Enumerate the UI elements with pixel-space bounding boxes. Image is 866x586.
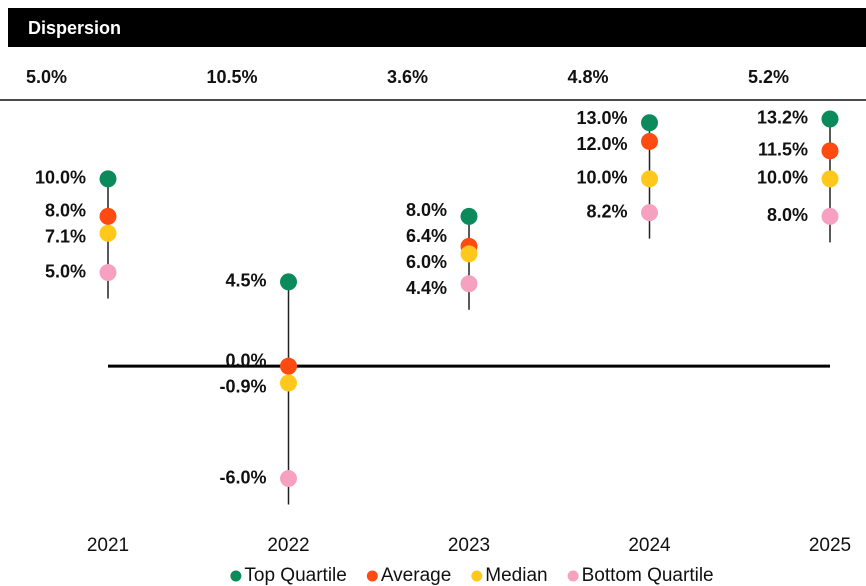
- dot: [99, 170, 117, 188]
- data-label: -0.9%: [219, 376, 266, 396]
- data-label: 0.0%: [225, 350, 266, 370]
- x-tick-label: 2021: [87, 535, 129, 556]
- data-label: 13.2%: [757, 108, 808, 128]
- legend-marker: [366, 570, 378, 582]
- data-label: 4.4%: [406, 278, 447, 298]
- dot: [280, 357, 297, 375]
- dispersion-label: 5.0%: [26, 67, 67, 87]
- dispersion-label: 3.6%: [387, 67, 428, 87]
- legend-marker: [230, 570, 242, 582]
- data-label: 5.0%: [45, 261, 86, 281]
- dot: [99, 224, 117, 242]
- data-label: 7.1%: [45, 227, 86, 247]
- legend-marker: [567, 570, 579, 582]
- dot: [99, 207, 117, 225]
- data-label: 13.0%: [576, 108, 627, 128]
- dot: [641, 204, 658, 222]
- data-label: 10.0%: [757, 168, 808, 188]
- data-label: 6.4%: [406, 226, 447, 246]
- dot: [460, 275, 478, 293]
- data-label: 8.0%: [767, 205, 808, 225]
- dot: [460, 207, 478, 225]
- data-label: 4.5%: [225, 271, 266, 291]
- dispersion-label: 4.8%: [568, 67, 609, 87]
- legend-label: Average: [381, 565, 451, 586]
- data-label: 6.0%: [406, 252, 447, 272]
- data-label: 8.0%: [406, 200, 447, 220]
- dot: [99, 264, 117, 282]
- legend-label: Median: [485, 565, 547, 586]
- data-label: 12.0%: [576, 134, 627, 154]
- dot: [821, 170, 839, 188]
- x-tick-label: 2022: [267, 535, 309, 556]
- dispersion-label: 5.2%: [748, 67, 789, 87]
- data-label: 8.2%: [586, 201, 627, 221]
- dot: [641, 132, 658, 150]
- x-tick-label: 2025: [809, 535, 851, 556]
- dot: [821, 110, 839, 128]
- data-label: 11.5%: [758, 140, 808, 160]
- dot: [821, 207, 839, 225]
- data-label: 8.0%: [45, 201, 86, 221]
- dot: [821, 142, 839, 160]
- legend-label: Bottom Quartile: [582, 565, 714, 586]
- dot: [280, 273, 297, 291]
- dot: [641, 114, 658, 132]
- x-tick-label: 2024: [628, 535, 671, 556]
- dot: [641, 170, 658, 188]
- data-label: -6.0%: [219, 467, 266, 487]
- legend-marker: [471, 570, 483, 582]
- dot: [460, 245, 478, 263]
- data-label: 10.0%: [576, 168, 627, 188]
- legend-label: Top Quartile: [244, 565, 346, 586]
- header-bar: [8, 8, 866, 47]
- dot: [280, 470, 297, 488]
- dispersion-label: 10.5%: [207, 67, 258, 87]
- data-label: 10.0%: [35, 168, 86, 188]
- header-title: Dispersion: [28, 18, 121, 38]
- dot: [280, 374, 297, 392]
- x-tick-label: 2023: [448, 535, 490, 556]
